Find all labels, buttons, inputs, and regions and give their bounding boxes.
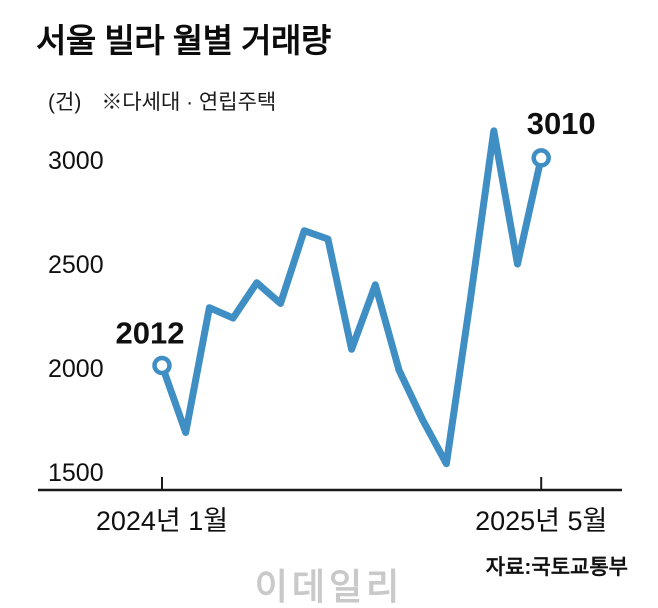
note-label: ※다세대 · 연립주택: [101, 91, 277, 114]
chart-subtitle: (건) ※다세대 · 연립주택: [48, 86, 276, 116]
series-line: [158, 127, 545, 468]
chart-title: 서울 빌라 월별 거래량: [36, 22, 331, 59]
x-axis-label: 2024년 1월: [96, 506, 228, 536]
data-point-marker: [531, 148, 551, 168]
source-label: 자료:국토교통부: [485, 556, 628, 579]
y-tick-label: 2000: [48, 355, 104, 383]
data-label: 2012: [116, 316, 185, 351]
unit-label: (건): [48, 91, 82, 114]
x-axis-label: 2025년 5월: [475, 506, 607, 536]
y-tick-label: 3000: [48, 147, 104, 175]
y-tick-label: 2500: [48, 251, 104, 279]
data-label: 3010: [527, 110, 596, 141]
data-point-marker: [152, 355, 172, 376]
line-chart: 1500 2000 2500 3000 2024년 1월 2025년 5월 2012 3010: [38, 110, 622, 536]
watermark-edaily-logo: 이데일리: [254, 566, 404, 607]
y-tick-label: 1500: [48, 459, 104, 487]
